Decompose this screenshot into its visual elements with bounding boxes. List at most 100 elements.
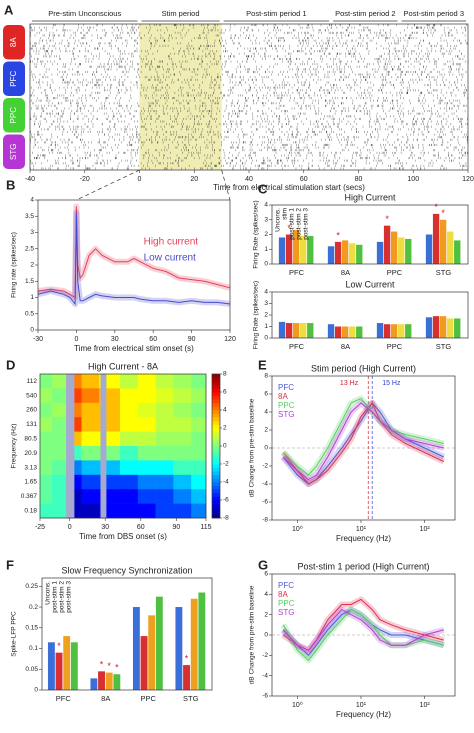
panel-letter: E <box>258 357 267 372</box>
y-tick-label: 4 <box>264 289 268 296</box>
legend-label: post-stim 2 <box>59 581 66 613</box>
bar <box>398 324 405 338</box>
y-tick-label: 2 <box>264 611 268 618</box>
heatmap-cell <box>81 388 100 404</box>
colorbar-tick-label: -6 <box>223 497 229 504</box>
colorbar-tick-label: -8 <box>223 515 229 522</box>
x-tick-label: 120 <box>224 336 236 343</box>
heatmap-cell <box>137 474 156 490</box>
heatmap-cell <box>51 446 67 461</box>
heatmap-cell <box>137 460 156 476</box>
heatmap-cell <box>191 431 207 447</box>
y-tick-label: 1.5 <box>25 278 34 285</box>
bar <box>300 323 307 338</box>
colorbar-step <box>212 374 220 378</box>
bar <box>454 240 461 264</box>
bar <box>383 324 391 338</box>
heatmap-cell <box>173 402 192 418</box>
bar <box>376 241 384 264</box>
x-tick-label: 80 <box>355 176 363 183</box>
zoom-line <box>76 169 140 201</box>
y-tick-label: -8 <box>262 517 268 524</box>
heatmap-cell <box>191 474 207 490</box>
x-tick-label: -30 <box>33 336 43 343</box>
x-tick-label: 10⁰ <box>292 525 303 533</box>
bar <box>190 598 198 690</box>
heatmap-cell <box>191 374 207 389</box>
x-axis-label: Time from electrical stimulation start (… <box>213 183 365 192</box>
x-tick-label: 30 <box>111 336 119 343</box>
x-tick-label: -20 <box>80 176 90 183</box>
bar <box>285 323 293 338</box>
bar <box>432 213 440 264</box>
x-tick-label: 60 <box>300 176 308 183</box>
heatmap-cell <box>137 402 156 418</box>
heatmap-cell <box>81 489 100 504</box>
bar <box>292 230 300 264</box>
x-tick-label: 10² <box>420 526 431 533</box>
heatmap-cell <box>191 460 207 476</box>
heatmap-cell <box>191 402 207 418</box>
bar <box>349 243 356 264</box>
spike-raster <box>29 24 468 60</box>
y-tick-label: 2 <box>264 312 268 319</box>
heatmap-cell <box>40 431 53 447</box>
region-tab <box>3 61 25 96</box>
chart-title: Stim period (High Current) <box>311 363 416 373</box>
bar <box>47 642 55 690</box>
bar <box>425 234 433 264</box>
reference-label: 13 Hz <box>340 380 359 387</box>
y-tick-label: 260 <box>26 407 37 414</box>
bar <box>390 324 398 338</box>
y-axis-label: dB Change from pre-stim baseline <box>249 398 256 497</box>
heatmap-cell <box>173 431 192 447</box>
colorbar-step <box>212 449 220 454</box>
x-tick-label: 40 <box>245 176 253 183</box>
x-tick-label: -40 <box>25 176 35 183</box>
colorbar-step <box>212 410 220 414</box>
heatmap-cell <box>51 489 67 504</box>
colorbar-tick-label: 0 <box>223 443 227 450</box>
heatmap-cell <box>173 474 192 490</box>
colorbar-step <box>212 442 220 447</box>
heatmap-cell <box>81 446 100 461</box>
data-line <box>282 397 444 476</box>
heatmap-cell <box>191 417 207 432</box>
heatmap-cell <box>137 431 156 447</box>
y-tick-label: 0.2 <box>29 604 38 611</box>
x-tick-label: STG <box>183 694 199 703</box>
legend-label: post-stim 1 <box>52 581 59 613</box>
region-label: STG <box>9 144 18 160</box>
plot-frame <box>41 577 213 691</box>
colorbar-step <box>212 453 220 458</box>
heatmap-cell <box>51 374 67 389</box>
heatmap-cell <box>173 388 192 404</box>
heatmap-cell <box>51 388 67 404</box>
region-tab <box>3 134 25 169</box>
bar <box>285 234 293 264</box>
x-tick-label: PPC <box>387 268 403 277</box>
x-axis-label: Time from electrical stim onset (s) <box>74 344 194 353</box>
y-tick-label: 20.9 <box>24 450 37 457</box>
heatmap-cell <box>191 388 207 404</box>
error-band <box>37 203 231 301</box>
bar <box>341 326 349 338</box>
y-tick-label: 4 <box>30 197 34 204</box>
y-tick-label: 4 <box>264 409 268 416</box>
bar <box>376 323 384 338</box>
heatmap-cell <box>81 374 100 389</box>
colorbar-step <box>212 485 220 490</box>
plot-frame <box>29 23 469 171</box>
heatmap-cell <box>120 460 139 476</box>
y-tick-label: -4 <box>262 481 268 488</box>
x-tick-label: PFC <box>289 342 305 351</box>
colorbar-step <box>212 456 220 461</box>
y-tick-label: 0 <box>264 261 268 268</box>
heatmap-cell <box>155 402 174 418</box>
y-axis-label: Firing Rate (spikes/sec) <box>253 200 260 268</box>
colorbar-step <box>212 417 220 422</box>
bar <box>334 241 342 264</box>
heatmap-cell <box>155 489 174 504</box>
significance-mark: * <box>100 660 104 670</box>
